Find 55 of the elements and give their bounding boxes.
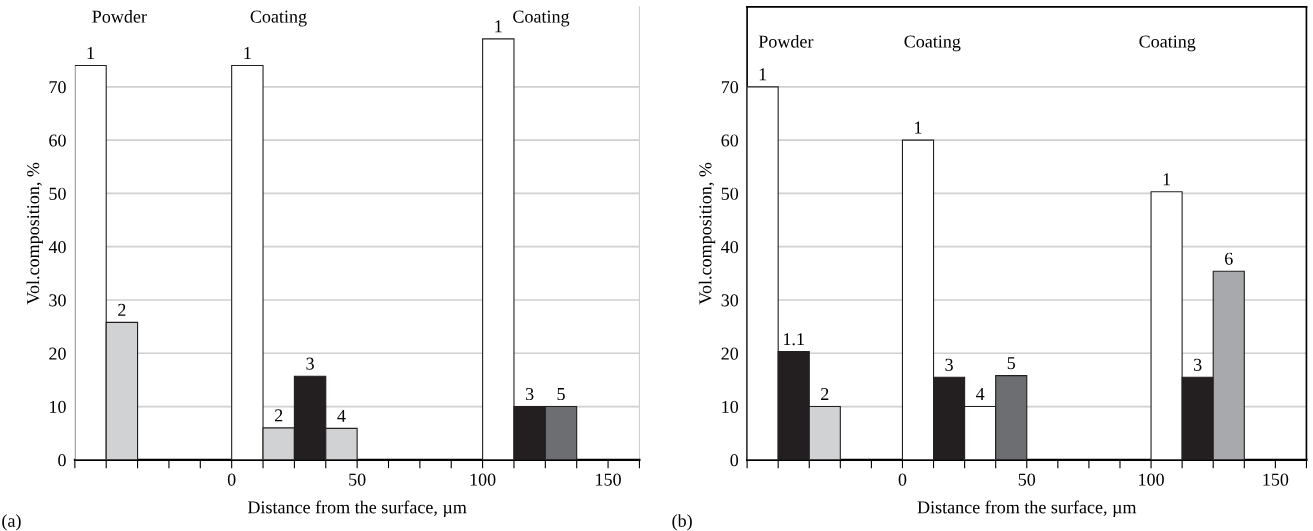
y-tick-label: 30 xyxy=(49,294,66,307)
x-tick-label: 150 xyxy=(596,473,621,486)
annotation: Coating xyxy=(904,35,961,52)
y-tick-label: 70 xyxy=(721,81,739,94)
x-tick-label: 0 xyxy=(898,473,907,486)
annotation: Powder xyxy=(758,34,814,48)
y-tick-label: 30 xyxy=(721,294,739,307)
series-label: 4 xyxy=(337,409,346,422)
y-tick-label: 40 xyxy=(721,240,739,254)
y-axis-title: Vol.composition, % xyxy=(698,162,716,305)
y-tick-label: 50 xyxy=(49,187,66,200)
series-label: 1 xyxy=(87,46,94,59)
annotation: Coating xyxy=(513,10,570,27)
series-label: 6 xyxy=(1225,252,1233,265)
y-tick-label: 60 xyxy=(49,134,66,147)
x-tick-label: 50 xyxy=(1018,473,1036,486)
annotation: Coating xyxy=(1139,35,1196,52)
x-axis-title: Distance from the surface, µm xyxy=(917,500,1137,518)
series-label: 2 xyxy=(118,303,126,316)
text: (b) xyxy=(672,514,692,531)
y-tick-label: 10 xyxy=(722,400,739,413)
y-tick-label: 20 xyxy=(721,347,739,360)
series-label: 3 xyxy=(945,358,953,371)
series-label: 3 xyxy=(306,357,314,370)
series-label: 1.1 xyxy=(784,333,804,346)
y-tick-label: 50 xyxy=(721,187,739,200)
y-tick-label: 10 xyxy=(50,400,66,413)
series-label: 5 xyxy=(557,388,565,401)
text: 3 xyxy=(526,387,534,401)
y-tick-label: 0 xyxy=(730,454,739,467)
annotation: Coating xyxy=(250,10,307,27)
y-tick-label: 70 xyxy=(49,81,66,94)
text: 2 xyxy=(275,409,283,422)
x-tick-label: 100 xyxy=(470,473,496,486)
y-tick-label: 40 xyxy=(48,240,66,254)
text: 1 xyxy=(1163,173,1171,186)
annotation: Powder xyxy=(92,10,147,23)
x-tick-label: 0 xyxy=(227,473,236,486)
x-tick-label: 50 xyxy=(349,473,366,486)
y-tick-label: 0 xyxy=(58,454,66,467)
series-label: 4 xyxy=(975,388,985,400)
series-label: 5 xyxy=(1007,357,1016,370)
series-label: 2 xyxy=(821,387,829,400)
x-tick-label: 100 xyxy=(1139,473,1164,486)
y-tick-label: 20 xyxy=(49,347,66,360)
text: (a) xyxy=(2,514,21,531)
series-label: 1 xyxy=(759,68,767,81)
text: 1 xyxy=(495,20,502,33)
y-axis-title: Vol.composition, % xyxy=(26,162,43,305)
text: 1 xyxy=(915,121,922,134)
x-axis-title: Distance from the surface, µm xyxy=(247,500,467,518)
text: 3 xyxy=(1194,358,1202,371)
text: 1 xyxy=(244,46,251,59)
y-tick-label: 60 xyxy=(721,134,739,147)
x-tick-label: 150 xyxy=(1263,473,1289,486)
